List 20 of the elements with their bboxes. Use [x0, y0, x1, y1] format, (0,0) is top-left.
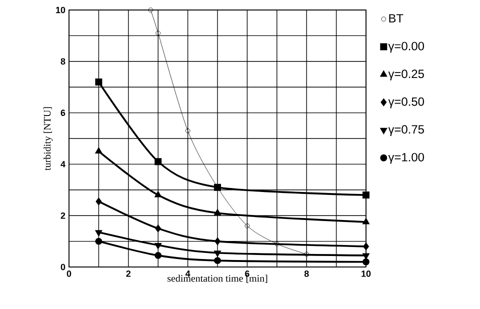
y-tick-label: 2 [60, 212, 66, 219]
y-tick-label: 0 [60, 264, 66, 270]
x-tick-label: 0 [66, 270, 72, 277]
legend-label: γ=1.00 [388, 152, 424, 164]
y-tick-label: 4 [60, 161, 66, 168]
x-tick-label: 8 [304, 270, 309, 277]
x-tick-label: 10 [362, 270, 371, 277]
legend-label: BT [389, 14, 404, 22]
x-tick-label: 4 [185, 270, 190, 277]
legend-label: γ=0.25 [388, 70, 424, 80]
y-tick-label: 6 [60, 110, 66, 116]
y-tick-label: 10 [56, 6, 66, 14]
legend-label: γ=0.75 [388, 125, 424, 136]
x-tick-label: 2 [126, 270, 131, 277]
x-tick-label: 6 [245, 270, 250, 277]
legend-label: γ=0.50 [388, 97, 424, 108]
y-axis-title: turbidity [NTU] [44, 107, 53, 170]
x-axis-title: sedimentation time [min] [168, 274, 268, 283]
y-tick-label: 8 [60, 58, 66, 65]
legend-label: γ=0.00 [388, 42, 424, 53]
